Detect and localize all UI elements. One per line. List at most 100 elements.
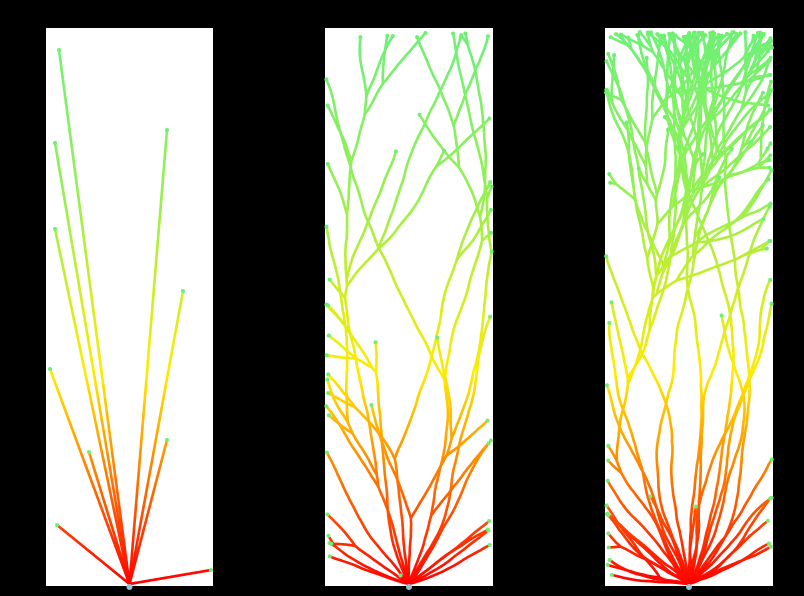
- branch-tip: [768, 201, 773, 206]
- branch-tip: [715, 35, 720, 40]
- branch-segment: [119, 515, 124, 532]
- branch-segment: [163, 140, 168, 154]
- branch-tip: [768, 544, 773, 549]
- branch-segment: [105, 476, 111, 488]
- branch-tip: [636, 33, 641, 38]
- branch-tip: [614, 32, 619, 37]
- branch-segment: [90, 405, 96, 417]
- branch-tip: [768, 72, 773, 77]
- branch-tip: [729, 146, 734, 151]
- branch-tip: [760, 123, 765, 128]
- branch-tip: [767, 157, 772, 162]
- branch-segment: [145, 367, 149, 382]
- branch-segment: [72, 316, 77, 328]
- branch-tip: [57, 48, 61, 52]
- branch-tip: [423, 30, 428, 35]
- branch-segment: [134, 491, 139, 506]
- branch-tip: [612, 52, 617, 57]
- branch-tip: [327, 554, 332, 559]
- branch-segment: [117, 516, 122, 531]
- branch-segment: [109, 472, 115, 487]
- branch-segment: [154, 253, 158, 268]
- branch-tip: [748, 79, 753, 84]
- branch-tip: [608, 92, 613, 97]
- branch-tip: [607, 557, 612, 562]
- branch-segment: [158, 208, 162, 223]
- branch-segment: [156, 230, 160, 245]
- branch-segment: [89, 351, 94, 365]
- branch-segment: [68, 298, 74, 311]
- branch-tip: [768, 107, 773, 112]
- branch-tip: [769, 44, 774, 49]
- branch-tip: [209, 568, 213, 572]
- branch-tip: [326, 413, 331, 418]
- branch-segment: [64, 102, 70, 119]
- branch-segment: [111, 483, 116, 498]
- branch-segment: [62, 88, 68, 105]
- branch-segment: [131, 525, 136, 540]
- branch-tip: [417, 112, 422, 117]
- branch-tip: [728, 32, 733, 37]
- branch-tip: [325, 377, 330, 382]
- branch-tip: [435, 335, 440, 340]
- branch-tip: [766, 92, 771, 97]
- branch-tip: [624, 120, 629, 125]
- branch-segment: [103, 395, 108, 412]
- branch-tip: [325, 303, 330, 308]
- branch-segment: [135, 480, 140, 495]
- branch-tip: [749, 139, 754, 144]
- branch-tip: [681, 56, 686, 61]
- branch-tip: [764, 246, 769, 251]
- branch-segment: [82, 235, 87, 252]
- branch-segment: [85, 378, 90, 391]
- branch-tip: [488, 207, 493, 212]
- branch-segment: [150, 298, 155, 313]
- branch-segment: [105, 409, 110, 426]
- branch-segment: [81, 307, 87, 321]
- branch-tip: [769, 168, 774, 173]
- branch-segment: [70, 307, 75, 320]
- branch-segment: [138, 446, 143, 461]
- branch-tip: [766, 103, 771, 108]
- branch-segment: [78, 208, 84, 225]
- branch-tip: [719, 313, 724, 318]
- branch-tip: [489, 249, 494, 254]
- branch-segment: [143, 389, 147, 404]
- branch-segment: [101, 382, 107, 399]
- branch-tip: [648, 494, 653, 499]
- branch-tip: [609, 300, 614, 305]
- branch-tip: [607, 172, 612, 177]
- branch-tip: [700, 30, 705, 35]
- branch-segment: [160, 185, 164, 200]
- branch-segment: [98, 440, 103, 453]
- branch-segment: [59, 254, 64, 266]
- branch-segment: [107, 461, 113, 476]
- branch-tip: [486, 34, 491, 39]
- branch-tip: [181, 289, 185, 293]
- branch-segment: [81, 360, 87, 373]
- branch-tip: [489, 230, 494, 235]
- branch-segment: [161, 162, 166, 177]
- branch-tip: [696, 30, 701, 35]
- branch-segment: [109, 493, 115, 506]
- branch-tip: [757, 35, 762, 40]
- branch-tip: [488, 180, 493, 185]
- branch-segment: [115, 520, 120, 533]
- branch-tip: [765, 518, 770, 523]
- branch-segment: [144, 378, 148, 393]
- branch-tip: [761, 216, 766, 221]
- branch-tip: [53, 227, 57, 231]
- branch-segment: [107, 485, 113, 497]
- branch-segment: [100, 369, 105, 386]
- branch-segment: [94, 384, 100, 398]
- branch-segment: [132, 514, 137, 529]
- branch-tip: [768, 239, 773, 244]
- branch-tip: [769, 38, 774, 43]
- branch-segment: [77, 343, 83, 355]
- branch-segment: [149, 310, 154, 325]
- branch-tip: [636, 166, 641, 171]
- branch-tip: [606, 51, 611, 56]
- branch-tip: [766, 541, 771, 546]
- branch-tip: [606, 545, 611, 550]
- branch-tip: [487, 518, 492, 523]
